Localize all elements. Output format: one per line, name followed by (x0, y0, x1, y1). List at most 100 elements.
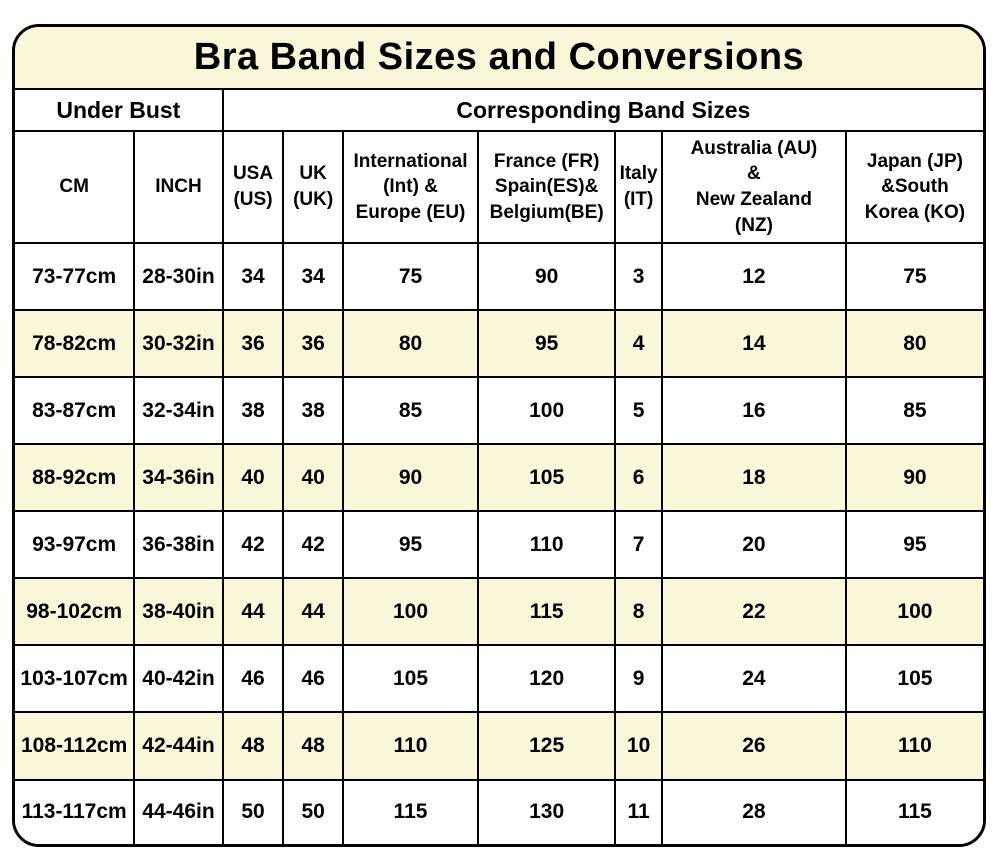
cell-australia-new-zealand: 18 (660, 443, 847, 513)
column-header-italy-it: Italy (IT) (614, 130, 663, 244)
table-row: 93-97cm 36-38in 42 42 95 110 7 20 95 (15, 510, 983, 580)
cell-inch: 36-38in (133, 510, 224, 580)
cell-italy-it: 7 (614, 510, 663, 580)
cell-australia-new-zealand: 22 (660, 577, 847, 647)
cell-international-europe-eu: 115 (341, 778, 480, 844)
column-header-inch: INCH (133, 130, 224, 244)
column-header-australia-new-zealand: Australia (AU) & New Zealand (NZ) (660, 130, 847, 244)
cell-uk-uk: 46 (282, 644, 344, 714)
cell-japan-south-korea: 105 (844, 644, 983, 714)
cell-usa-us: 50 (221, 778, 285, 844)
cell-france-spain-belgium: 115 (477, 577, 617, 647)
cell-japan-south-korea: 110 (844, 711, 983, 781)
column-header-international-europe-eu: International (Int) & Europe (EU) (341, 130, 480, 244)
cell-international-europe-eu: 105 (341, 644, 480, 714)
table-row: 108-112cm 42-44in 48 48 110 125 10 26 110 (15, 711, 983, 781)
cell-usa-us: 42 (221, 510, 285, 580)
cell-cm: 98-102cm (15, 577, 136, 647)
cell-france-spain-belgium: 105 (477, 443, 617, 513)
cell-italy-it: 6 (614, 443, 663, 513)
cell-italy-it: 9 (614, 644, 663, 714)
cell-australia-new-zealand: 20 (660, 510, 847, 580)
cell-france-spain-belgium: 100 (477, 376, 617, 446)
table-row: 113-117cm 44-46in 50 50 115 130 11 28 115 (15, 778, 983, 844)
cell-france-spain-belgium: 110 (477, 510, 617, 580)
cell-cm: 73-77cm (15, 241, 136, 312)
cell-uk-uk: 44 (282, 577, 344, 647)
cell-usa-us: 38 (221, 376, 285, 446)
cell-australia-new-zealand: 14 (660, 309, 847, 379)
table-title: Bra Band Sizes and Conversions (15, 27, 983, 90)
column-header-japan-south-korea: Japan (JP) &South Korea (KO) (844, 130, 983, 244)
cell-usa-us: 34 (221, 241, 285, 312)
group-header-under-bust: Under Bust (15, 88, 224, 132)
cell-italy-it: 10 (614, 711, 663, 781)
group-header-corresponding-band-sizes: Corresponding Band Sizes (221, 88, 983, 132)
cell-uk-uk: 38 (282, 376, 344, 446)
cell-japan-south-korea: 115 (844, 778, 983, 844)
cell-uk-uk: 36 (282, 309, 344, 379)
cell-uk-uk: 40 (282, 443, 344, 513)
cell-italy-it: 3 (614, 241, 663, 312)
cell-uk-uk: 34 (282, 241, 344, 312)
cell-cm: 113-117cm (15, 778, 136, 844)
cell-japan-south-korea: 85 (844, 376, 983, 446)
cell-inch: 38-40in (133, 577, 224, 647)
cell-uk-uk: 42 (282, 510, 344, 580)
column-header-cm: CM (15, 130, 136, 244)
cell-international-europe-eu: 100 (341, 577, 480, 647)
cell-usa-us: 36 (221, 309, 285, 379)
cell-usa-us: 48 (221, 711, 285, 781)
cell-international-europe-eu: 85 (341, 376, 480, 446)
table-body: 73-77cm 28-30in 34 34 75 90 3 12 75 78-82cm 30-32i… (15, 241, 983, 844)
column-header-row: CM INCH USA (US) UK (UK) International (Int)… (15, 130, 983, 244)
cell-cm: 108-112cm (15, 711, 136, 781)
cell-france-spain-belgium: 130 (477, 778, 617, 844)
bra-size-conversion-card: Bra Band Sizes and Conversions Under Bus… (12, 24, 986, 847)
table-row: 98-102cm 38-40in 44 44 100 115 8 22 100 (15, 577, 983, 647)
cell-international-europe-eu: 95 (341, 510, 480, 580)
cell-inch: 28-30in (133, 241, 224, 312)
cell-australia-new-zealand: 24 (660, 644, 847, 714)
cell-usa-us: 46 (221, 644, 285, 714)
cell-international-europe-eu: 75 (341, 241, 480, 312)
table-row: 78-82cm 30-32in 36 36 80 95 4 14 80 (15, 309, 983, 379)
cell-international-europe-eu: 80 (341, 309, 480, 379)
cell-inch: 34-36in (133, 443, 224, 513)
cell-australia-new-zealand: 16 (660, 376, 847, 446)
cell-cm: 88-92cm (15, 443, 136, 513)
cell-italy-it: 5 (614, 376, 663, 446)
cell-italy-it: 11 (614, 778, 663, 844)
cell-italy-it: 4 (614, 309, 663, 379)
cell-international-europe-eu: 110 (341, 711, 480, 781)
cell-france-spain-belgium: 90 (477, 241, 617, 312)
column-header-uk-uk: UK (UK) (282, 130, 344, 244)
cell-cm: 83-87cm (15, 376, 136, 446)
cell-japan-south-korea: 95 (844, 510, 983, 580)
bra-size-conversion-table: Bra Band Sizes and Conversions Under Bus… (15, 27, 983, 844)
table-row: 88-92cm 34-36in 40 40 90 105 6 18 90 (15, 443, 983, 513)
cell-inch: 42-44in (133, 711, 224, 781)
cell-cm: 78-82cm (15, 309, 136, 379)
cell-usa-us: 44 (221, 577, 285, 647)
group-header-row: Under Bust Corresponding Band Sizes (15, 88, 983, 132)
cell-cm: 103-107cm (15, 644, 136, 714)
title-row: Bra Band Sizes and Conversions (15, 27, 983, 90)
table-row: 73-77cm 28-30in 34 34 75 90 3 12 75 (15, 241, 983, 312)
cell-japan-south-korea: 100 (844, 577, 983, 647)
cell-australia-new-zealand: 12 (660, 241, 847, 312)
cell-inch: 30-32in (133, 309, 224, 379)
cell-japan-south-korea: 80 (844, 309, 983, 379)
cell-japan-south-korea: 75 (844, 241, 983, 312)
cell-uk-uk: 50 (282, 778, 344, 844)
cell-usa-us: 40 (221, 443, 285, 513)
cell-inch: 32-34in (133, 376, 224, 446)
cell-france-spain-belgium: 125 (477, 711, 617, 781)
cell-australia-new-zealand: 28 (660, 778, 847, 844)
cell-uk-uk: 48 (282, 711, 344, 781)
table-row: 103-107cm 40-42in 46 46 105 120 9 24 105 (15, 644, 983, 714)
column-header-usa-us: USA (US) (221, 130, 285, 244)
cell-france-spain-belgium: 95 (477, 309, 617, 379)
cell-italy-it: 8 (614, 577, 663, 647)
column-header-france-spain-belgium: France (FR) Spain(ES)& Belgium(BE) (477, 130, 617, 244)
